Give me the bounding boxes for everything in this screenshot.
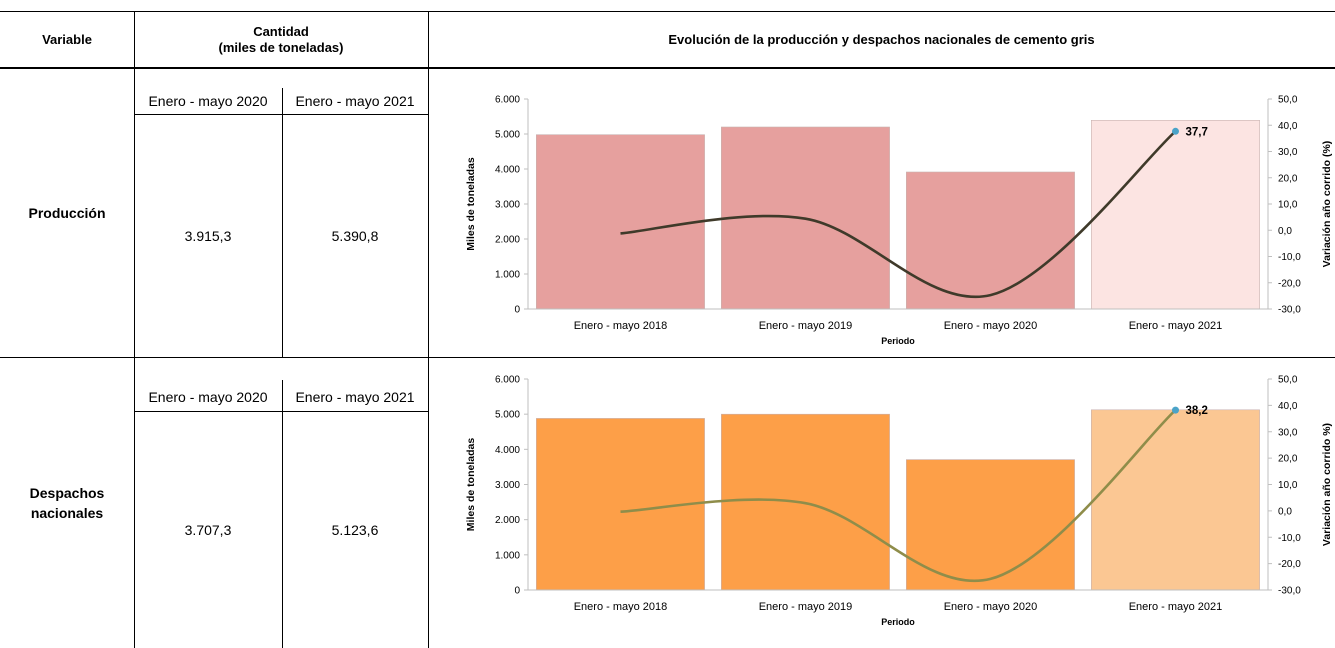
- row2-val1-text: 3.707,3: [184, 522, 232, 538]
- row1-subheader-border: [134, 114, 428, 115]
- row1-val1: 3.915,3: [134, 115, 282, 357]
- x-tick-label: Enero - mayo 2021: [1129, 320, 1223, 332]
- row2-col1-header-text: Enero - mayo 2020: [148, 389, 268, 405]
- y2-tick-label: 50,0: [1278, 375, 1298, 386]
- x-tick-label: Enero - mayo 2020: [944, 601, 1038, 613]
- y-tick-label: 4.000: [495, 165, 520, 176]
- col-divider-quantity-mid-2: [282, 380, 283, 648]
- y-tick-label: 6.000: [495, 95, 520, 106]
- x-tick-label: Enero - mayo 2019: [759, 601, 853, 613]
- y2-tick-label: 20,0: [1278, 173, 1298, 184]
- y2-tick-label: -30,0: [1278, 305, 1301, 316]
- row1-val2-text: 5.390,8: [331, 228, 379, 244]
- col-divider-chart: [428, 11, 429, 648]
- chart-despachos: 0 1.000 2.000 3.000 4.000 5.000 6.000 -30,0 -20,…: [465, 375, 1333, 628]
- y-tick-label: 0: [514, 586, 520, 597]
- table-top-border: [0, 11, 1335, 12]
- row1-val1-text: 3.915,3: [184, 228, 232, 244]
- variation-point-label: 38,2: [1186, 405, 1208, 417]
- row1-col1-header: Enero - mayo 2020: [134, 88, 282, 114]
- row-divider: [0, 357, 1335, 358]
- y2-tick-label: -20,0: [1278, 559, 1301, 570]
- x-tick-label: Enero - mayo 2019: [759, 320, 853, 332]
- y2-tick-label: 0,0: [1278, 226, 1292, 237]
- variation-line: [620, 130, 1177, 299]
- bar-enero---mayo-2021: [1090, 119, 1260, 310]
- y2-tick-label: 20,0: [1278, 454, 1298, 465]
- y-tick-label: 5.000: [495, 410, 520, 421]
- bar-enero---mayo-2020: [905, 459, 1075, 591]
- row2-col2-header: Enero - mayo 2021: [282, 384, 428, 410]
- header-quantity-line2: (miles de toneladas): [218, 39, 344, 55]
- col-divider-quantity-mid: [282, 88, 283, 357]
- y-tick-label: 1.000: [495, 270, 520, 281]
- bar-enero---mayo-2018: [536, 134, 705, 310]
- header-bottom-border: [0, 67, 1335, 69]
- y2-tick-label: 10,0: [1278, 480, 1298, 491]
- x-tick-label: Enero - mayo 2021: [1129, 601, 1223, 613]
- y2-tick-label: 30,0: [1278, 427, 1298, 438]
- y-tick-label: 2.000: [495, 515, 520, 526]
- x-axis-title: Periodo: [881, 617, 915, 627]
- bar-enero---mayo-2020: [905, 171, 1075, 310]
- y-tick-label: 4.000: [495, 445, 520, 456]
- header-quantity: Cantidad (miles de toneladas): [134, 12, 428, 67]
- row2-val2-text: 5.123,6: [331, 522, 379, 538]
- row-despachos-label-line2: nacionales: [30, 505, 104, 521]
- header-variable-text: Variable: [42, 31, 92, 47]
- y2-tick-label: -10,0: [1278, 252, 1301, 263]
- y-tick-label: 3.000: [495, 200, 520, 211]
- y2-axis-title: Variación año corrido %): [1321, 423, 1333, 546]
- y2-tick-label: -30,0: [1278, 586, 1301, 597]
- header-chart-text: Evolución de la producción y despachos n…: [668, 31, 1095, 47]
- row2-subheader-border: [134, 411, 428, 412]
- col-divider-variable: [134, 11, 135, 648]
- y-tick-label: 5.000: [495, 130, 520, 141]
- header-quantity-line1: Cantidad: [253, 23, 309, 39]
- row2-col1-header: Enero - mayo 2020: [134, 384, 282, 410]
- y2-tick-label: 10,0: [1278, 200, 1298, 211]
- variation-line: [620, 409, 1177, 583]
- row-despachos-variable: Despachos nacionales: [0, 358, 134, 648]
- row2-val2: 5.123,6: [282, 412, 428, 648]
- row1-col2-header: Enero - mayo 2021: [282, 88, 428, 114]
- row1-val2: 5.390,8: [282, 115, 428, 357]
- header-variable: Variable: [0, 12, 134, 67]
- y-axis-title: Miles de toneladas: [465, 157, 477, 251]
- row1-col1-header-text: Enero - mayo 2020: [148, 93, 268, 109]
- row-produccion-label: Producción: [28, 204, 106, 221]
- row1-col2-header-text: Enero - mayo 2021: [295, 93, 415, 109]
- y-tick-label: 2.000: [495, 235, 520, 246]
- y-tick-label: 1.000: [495, 550, 520, 561]
- row2-col2-header-text: Enero - mayo 2021: [295, 389, 415, 405]
- y2-axis-title: Variación año corrido (%): [1321, 141, 1333, 268]
- x-axis-title: Periodo: [881, 336, 915, 346]
- y-tick-label: 3.000: [495, 480, 520, 491]
- y2-tick-label: 0,0: [1278, 506, 1292, 517]
- bar-enero---mayo-2021: [1090, 409, 1260, 591]
- x-tick-label: Enero - mayo 2020: [944, 320, 1038, 332]
- row-produccion-variable: Producción: [0, 68, 134, 357]
- x-tick-label: Enero - mayo 2018: [574, 320, 668, 332]
- y2-tick-label: 50,0: [1278, 95, 1298, 106]
- x-tick-label: Enero - mayo 2018: [574, 601, 668, 613]
- y-tick-label: 6.000: [495, 375, 520, 386]
- y-axis-title: Miles de toneladas: [465, 438, 477, 532]
- y2-tick-label: -10,0: [1278, 533, 1301, 544]
- variation-point-marker: [1172, 127, 1179, 135]
- chart-produccion: 0 1.000 2.000 3.000 4.000 5.000 6.000 -30,0 -20,…: [465, 95, 1333, 347]
- y-tick-label: 0: [514, 305, 520, 316]
- row-despachos-label-line1: Despachos: [29, 485, 105, 501]
- row2-val1: 3.707,3: [134, 412, 282, 648]
- y2-tick-label: 40,0: [1278, 401, 1298, 412]
- variation-point-marker: [1172, 406, 1179, 414]
- variation-point-label: 37,7: [1186, 126, 1208, 138]
- header-chart: Evolución de la producción y despachos n…: [428, 12, 1335, 67]
- y2-tick-label: -20,0: [1278, 278, 1301, 289]
- y2-tick-label: 40,0: [1278, 121, 1298, 132]
- y2-tick-label: 30,0: [1278, 147, 1298, 158]
